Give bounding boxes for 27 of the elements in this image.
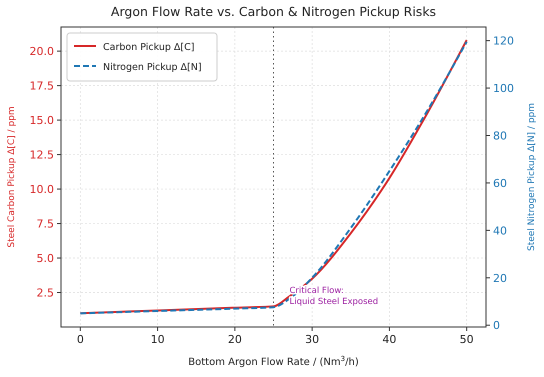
y-tick-label: 7.5	[36, 218, 54, 231]
y2-tick-label: 20	[493, 272, 507, 285]
y-axis-title: Steel Carbon Pickup Δ[C] / ppm	[7, 106, 17, 248]
y-tick-label: 17.5	[30, 80, 54, 93]
y-tick-label: 10.0	[30, 183, 54, 196]
y2-tick-label: 80	[493, 130, 507, 142]
y-tick-label: 5.0	[36, 252, 54, 266]
x-tick-label: 50	[460, 333, 474, 346]
chart-title: Argon Flow Rate vs. Carbon & Nitrogen Pickup Risks	[110, 4, 436, 19]
y2-tick-label: 0	[493, 319, 500, 332]
y2-tick-label: 40	[493, 224, 507, 238]
y-tick-label: 15.0	[30, 114, 54, 128]
x-tick-label: 20	[228, 333, 242, 346]
legend-label: Carbon Pickup Δ[C]	[103, 42, 194, 53]
x-axis-title: Bottom Argon Flow Rate / (Nm$^{3}$/h)	[188, 355, 359, 368]
y2-axis-title: Steel Nitrogen Pickup Δ[N] / ppm	[527, 102, 537, 252]
y2-tick-label: 120	[493, 34, 514, 48]
y-tick-label: 20.0	[30, 45, 54, 58]
y2-tick-label: 60	[493, 176, 507, 190]
x-tick-label: 10	[150, 333, 165, 346]
y-tick-label: 12.5	[30, 148, 54, 162]
x-tick-label: 30	[305, 333, 320, 346]
y2-tick-label: 100	[493, 82, 514, 96]
x-tick-label: 0	[76, 333, 84, 346]
y-tick-label: 2.5	[36, 286, 54, 300]
legend-label: Nitrogen Pickup Δ[N]	[103, 62, 202, 73]
x-tick-label: 40	[382, 333, 396, 346]
